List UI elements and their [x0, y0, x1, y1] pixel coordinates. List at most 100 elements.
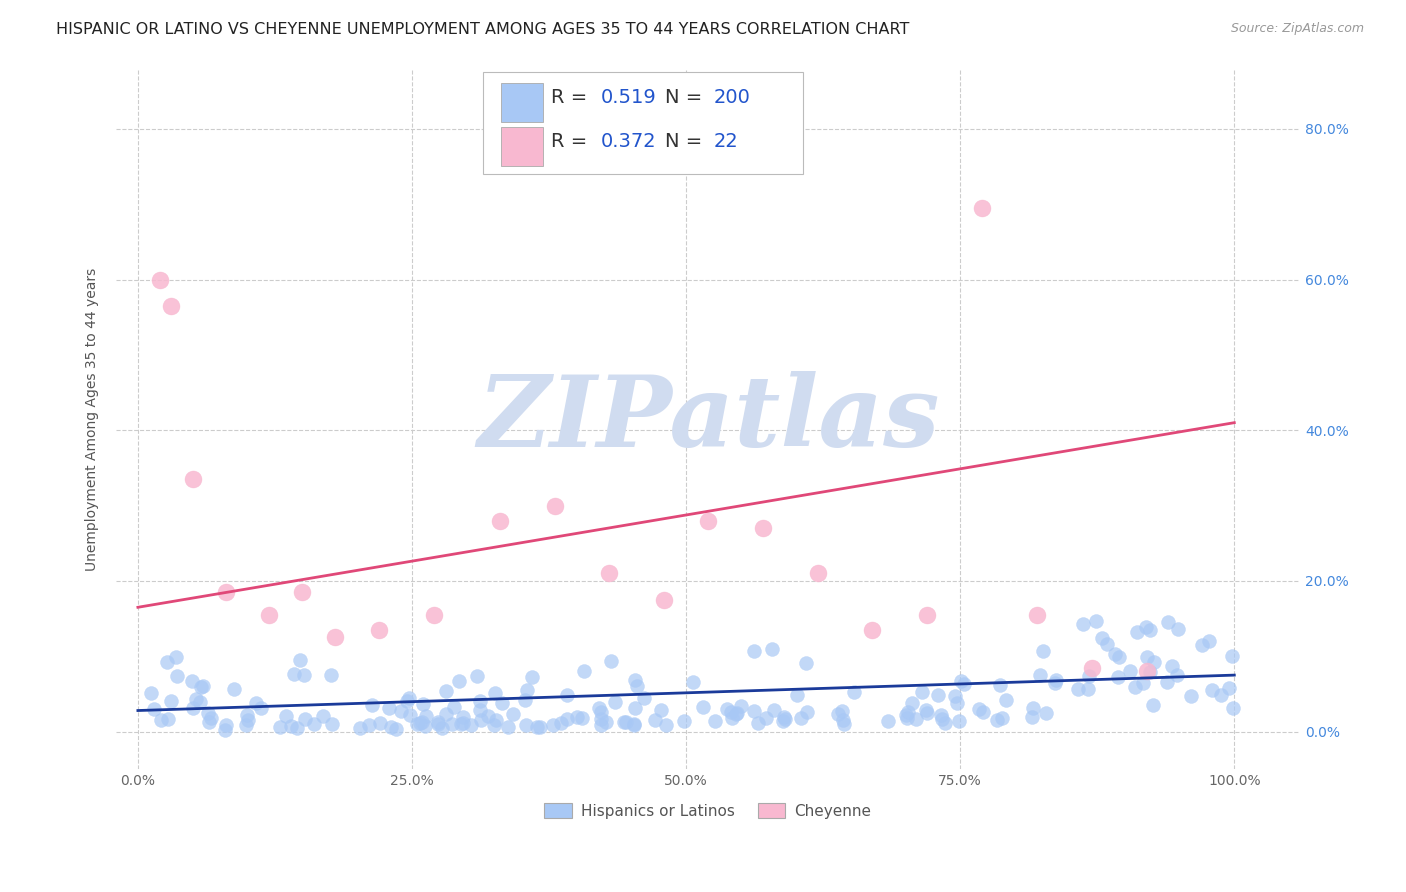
- Point: [986, 714, 1008, 728]
- Point: [991, 711, 1014, 725]
- Point: [931, 712, 953, 726]
- Text: 22: 22: [714, 132, 738, 151]
- Point: [357, 717, 380, 731]
- Point: [844, 684, 866, 698]
- Point: [482, 718, 505, 732]
- Point: [994, 692, 1017, 706]
- Point: [862, 623, 884, 637]
- Point: [190, 680, 212, 694]
- Legend: Hispanics or Latinos, Cheyenne: Hispanics or Latinos, Cheyenne: [538, 797, 877, 825]
- Point: [761, 642, 783, 657]
- Point: [927, 688, 949, 702]
- Point: [917, 607, 939, 622]
- Point: [214, 585, 236, 599]
- Point: [451, 710, 474, 724]
- Point: [626, 680, 648, 694]
- Point: [423, 607, 446, 622]
- Point: [280, 718, 302, 732]
- Point: [1077, 682, 1099, 697]
- Point: [682, 675, 704, 690]
- Point: [953, 676, 976, 690]
- Point: [245, 696, 267, 710]
- Point: [1180, 689, 1202, 703]
- Point: [368, 623, 391, 637]
- Point: [157, 712, 180, 726]
- Point: [1142, 698, 1164, 712]
- Point: [703, 714, 725, 728]
- Point: [557, 688, 579, 702]
- Point: [398, 691, 420, 706]
- Point: [747, 715, 769, 730]
- Point: [283, 667, 305, 681]
- Point: [181, 674, 204, 689]
- Point: [603, 695, 626, 709]
- Point: [1218, 681, 1240, 696]
- Point: [1166, 668, 1188, 682]
- Point: [1201, 682, 1223, 697]
- Point: [166, 669, 188, 683]
- Point: [773, 712, 796, 726]
- Point: [236, 708, 259, 723]
- Point: [368, 715, 391, 730]
- Point: [831, 714, 853, 728]
- Point: [755, 711, 778, 725]
- Point: [972, 705, 994, 719]
- Point: [644, 714, 666, 728]
- Point: [1123, 681, 1146, 695]
- Point: [291, 585, 314, 599]
- Point: [181, 472, 204, 486]
- Point: [312, 709, 335, 723]
- Point: [896, 711, 918, 725]
- Point: [1026, 607, 1049, 622]
- Point: [214, 723, 236, 737]
- Point: [377, 701, 399, 715]
- Point: [624, 673, 647, 688]
- Point: [1107, 670, 1129, 684]
- Point: [426, 715, 449, 730]
- Point: [655, 718, 678, 732]
- Point: [502, 707, 524, 722]
- Point: [543, 499, 565, 513]
- Point: [319, 667, 342, 681]
- Point: [491, 696, 513, 710]
- Text: 0.372: 0.372: [600, 132, 655, 151]
- Point: [950, 674, 973, 689]
- Point: [235, 717, 257, 731]
- Point: [697, 514, 720, 528]
- Point: [443, 700, 465, 714]
- Point: [434, 683, 457, 698]
- Point: [139, 685, 162, 699]
- Point: [972, 201, 994, 215]
- Point: [198, 714, 221, 729]
- Text: R =: R =: [551, 88, 593, 107]
- Point: [900, 696, 922, 710]
- Point: [1021, 709, 1043, 723]
- Point: [720, 706, 742, 720]
- Point: [1139, 665, 1161, 679]
- Point: [197, 706, 219, 721]
- Point: [623, 717, 645, 731]
- Point: [159, 299, 181, 313]
- Point: [1045, 673, 1067, 688]
- Point: [591, 718, 613, 732]
- Text: HISPANIC OR LATINO VS CHEYENNE UNEMPLOYMENT AMONG AGES 35 TO 44 YEARS CORRELATIO: HISPANIC OR LATINO VS CHEYENNE UNEMPLOYM…: [56, 22, 910, 37]
- Y-axis label: Unemployment Among Ages 35 to 44 years: Unemployment Among Ages 35 to 44 years: [86, 268, 100, 571]
- Point: [1067, 682, 1090, 697]
- Point: [1071, 617, 1094, 632]
- Point: [349, 721, 371, 735]
- Point: [526, 720, 548, 734]
- Point: [1167, 623, 1189, 637]
- Point: [1143, 655, 1166, 669]
- Point: [742, 704, 765, 718]
- Text: N =: N =: [665, 88, 709, 107]
- Point: [361, 698, 384, 712]
- Point: [181, 700, 204, 714]
- Point: [193, 679, 215, 693]
- Point: [380, 720, 402, 734]
- Point: [588, 700, 610, 714]
- Point: [496, 720, 519, 734]
- Point: [589, 712, 612, 726]
- Point: [186, 692, 208, 706]
- Point: [786, 688, 808, 702]
- Point: [1104, 647, 1126, 661]
